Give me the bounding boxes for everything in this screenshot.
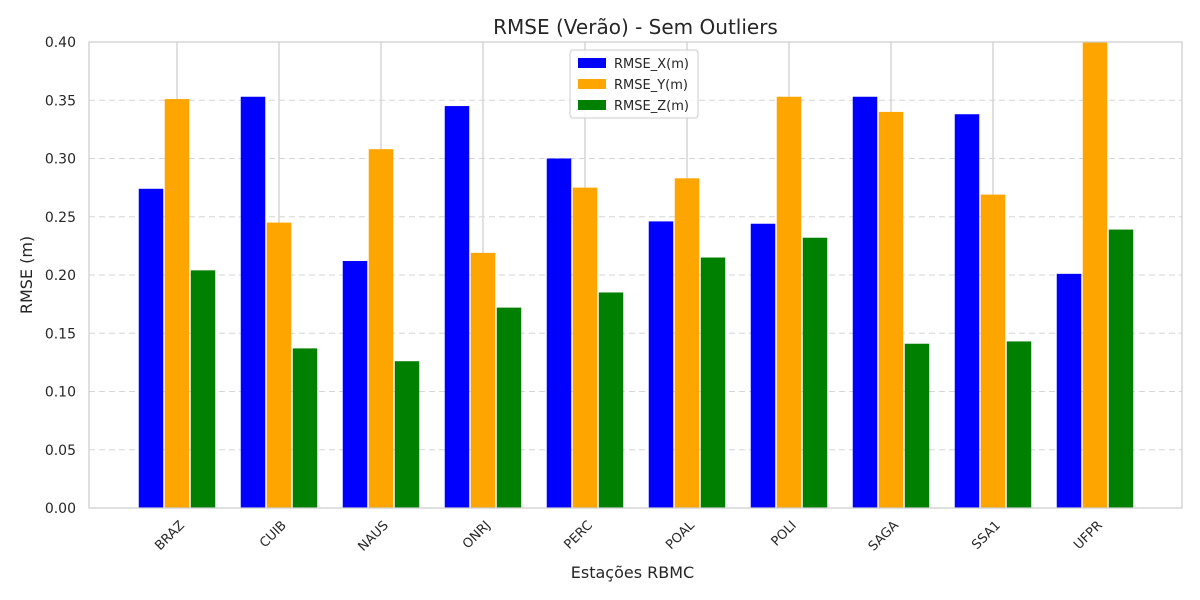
- legend-swatch: [578, 100, 606, 110]
- bar-poal-z: [700, 257, 726, 508]
- bar-braz-z: [190, 270, 216, 508]
- bar-braz-y: [164, 99, 190, 509]
- y-tick-label: 0.30: [45, 152, 76, 168]
- bar-onrj-y: [470, 252, 496, 508]
- bar-onrj-x: [444, 106, 470, 508]
- bar-poli-y: [776, 96, 802, 508]
- bar-perc-x: [546, 158, 572, 508]
- y-tick-label: 0.40: [45, 35, 76, 51]
- bar-braz-x: [138, 188, 164, 509]
- bar-ufpr-y: [1082, 42, 1108, 508]
- bar-poli-x: [750, 223, 776, 509]
- bar-naus-y: [368, 149, 394, 508]
- plot-frame: [88, 41, 1183, 509]
- x-tick-label: POLI: [769, 518, 800, 549]
- y-tick-label: 0.25: [45, 210, 76, 226]
- bar-poal-x: [648, 221, 674, 508]
- bar-saga-z: [904, 343, 930, 508]
- x-tick-label: PERC: [562, 518, 596, 552]
- bar-naus-x: [342, 261, 368, 508]
- bar-poli-z: [802, 237, 828, 508]
- legend-label: RMSE_X(m): [614, 57, 689, 72]
- x-tick-label: SSA1: [969, 518, 1004, 553]
- bar-onrj-z: [496, 307, 522, 508]
- x-tick-label: BRAZ: [152, 518, 188, 554]
- x-tick-label: CUIB: [257, 518, 290, 551]
- bar-naus-z: [394, 361, 420, 508]
- y-tick-label: 0.05: [45, 443, 76, 459]
- bar-saga-x: [852, 96, 878, 508]
- x-tick-label: POAL: [663, 518, 698, 553]
- bar-ssa1-y: [980, 194, 1006, 509]
- x-tick-label: UFPR: [1071, 518, 1106, 553]
- bar-cuib-x: [240, 96, 266, 508]
- bar-ssa1-z: [1006, 341, 1032, 508]
- bar-cuib-z: [292, 348, 318, 508]
- bar-saga-y: [878, 111, 904, 509]
- bar-poal-y: [674, 178, 700, 508]
- x-tick-label: NAUS: [355, 518, 391, 554]
- legend-swatch: [578, 58, 606, 68]
- bar-cuib-y: [266, 222, 292, 508]
- y-tick-label: 0.10: [45, 385, 76, 401]
- y-tick-label: 0.15: [45, 326, 76, 342]
- y-tick-label: 0.35: [45, 93, 76, 109]
- bar-ssa1-x: [954, 114, 980, 508]
- x-tick-label: ONRJ: [460, 518, 494, 552]
- x-axis-ticks: BRAZ CUIB NAUS ONRJ PERC POAL POLI SAGA SSA1 UFPR: [152, 518, 1106, 555]
- bar-perc-z: [598, 292, 624, 508]
- y-axis-ticks: 0.00 0.05 0.10 0.15 0.20 0.25 0.30 0.35 0.40: [45, 35, 76, 517]
- bar-ufpr-x: [1056, 273, 1082, 508]
- x-axis-title: Estações RBMC: [571, 563, 694, 582]
- legend: RMSE_X(m) RMSE_Y(m) RMSE_Z(m): [569, 49, 699, 119]
- y-tick-label: 0.00: [45, 501, 76, 517]
- x-tick-label: SAGA: [866, 518, 902, 554]
- bar-ufpr-z: [1108, 229, 1134, 508]
- legend-label: RMSE_Y(m): [614, 78, 688, 93]
- bar-perc-y: [572, 187, 598, 508]
- y-axis-title: RMSE (m): [17, 236, 36, 314]
- bars-layer: [138, 42, 1134, 509]
- y-tick-label: 0.20: [45, 268, 76, 284]
- chart-title: RMSE (Verão) - Sem Outliers: [493, 15, 778, 39]
- legend-label: RMSE_Z(m): [614, 99, 689, 114]
- legend-swatch: [578, 79, 606, 89]
